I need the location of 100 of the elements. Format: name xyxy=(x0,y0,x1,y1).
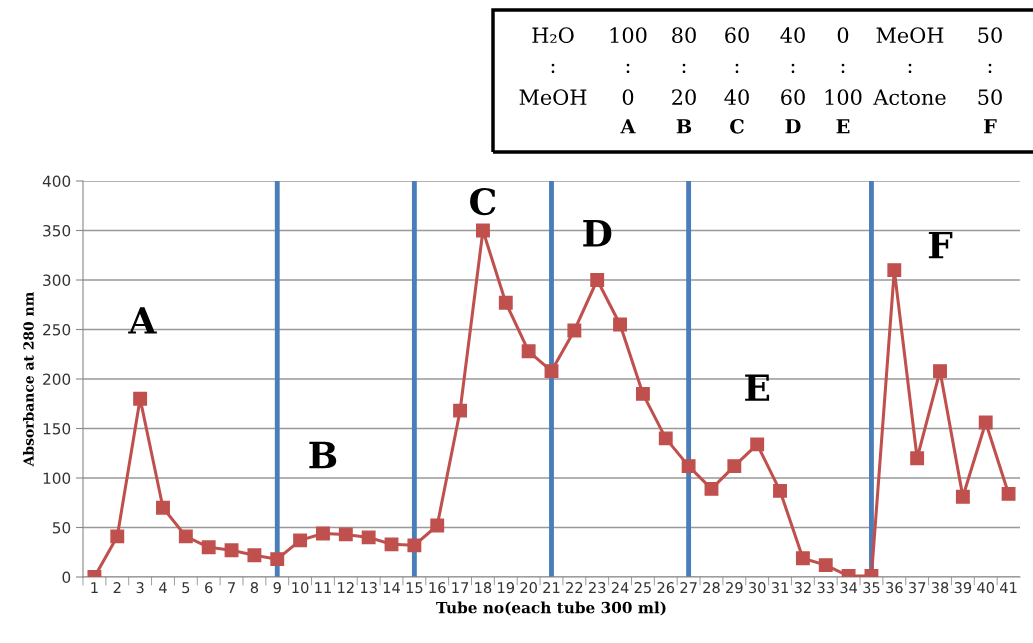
point xyxy=(110,529,125,544)
annotation: D xyxy=(583,220,612,247)
x-tick-label: 1 xyxy=(91,582,98,593)
point xyxy=(430,518,445,533)
x-tick-label: 15 xyxy=(406,582,423,594)
point xyxy=(750,437,765,452)
y-tick-label: 0 xyxy=(62,571,71,584)
x-tick-label: 2 xyxy=(113,582,121,593)
text: MeOH 0 20 40 60 100 Actone 50 xyxy=(519,89,1002,106)
x-tick-label: 16 xyxy=(429,582,446,594)
point xyxy=(201,540,216,555)
point xyxy=(978,415,993,430)
x-axis-title: Tube no(each tube 300 ml) xyxy=(436,601,666,616)
point xyxy=(247,548,262,563)
point xyxy=(1001,486,1016,501)
point xyxy=(361,530,376,545)
point xyxy=(270,552,285,567)
point xyxy=(316,526,330,541)
x-tick-label: 8 xyxy=(250,582,259,594)
x-tick-label: 9 xyxy=(273,582,281,594)
y-tick-label: 250 xyxy=(43,323,71,336)
x-tick-label: 7 xyxy=(228,582,235,593)
y-tick-label: 400 xyxy=(42,175,71,188)
y-tick-label: 150 xyxy=(43,422,71,435)
annotation: A xyxy=(128,307,157,334)
y-tick-label: 200 xyxy=(43,373,71,386)
point xyxy=(224,543,239,558)
point xyxy=(887,263,902,278)
point xyxy=(498,295,513,310)
x-tick-label: 18 xyxy=(475,582,492,594)
x-tick-label: 30 xyxy=(749,582,766,594)
y-tick-label: 50 xyxy=(52,521,71,534)
x-tick-label: 31 xyxy=(771,582,788,594)
point xyxy=(567,323,582,338)
x-tick-label: 28 xyxy=(703,582,720,594)
point xyxy=(773,483,787,498)
annotation: F xyxy=(928,231,953,259)
point xyxy=(910,451,925,466)
y-tick-label: 100 xyxy=(43,472,71,485)
x-tick-label: 6 xyxy=(205,582,213,594)
x-tick-label: 14 xyxy=(383,582,400,593)
x-tick-label: 39 xyxy=(954,582,972,594)
x-tick-label: 38 xyxy=(931,582,949,594)
point xyxy=(544,364,559,379)
point xyxy=(384,537,399,552)
point xyxy=(955,489,970,504)
point xyxy=(475,223,490,238)
y-tick-label: 350 xyxy=(43,224,71,237)
x-tick-label: 27 xyxy=(680,582,697,593)
point xyxy=(338,527,353,542)
point xyxy=(727,459,742,474)
point xyxy=(178,529,193,544)
y-tick-label: 300 xyxy=(43,274,71,287)
x-tick-label: 11 xyxy=(315,582,331,593)
point xyxy=(933,364,947,379)
annotation: C xyxy=(470,187,496,216)
x-tick-label: 34 xyxy=(840,582,858,594)
x-tick-label: 17 xyxy=(452,582,469,593)
point xyxy=(407,538,422,553)
x-tick-label: 5 xyxy=(182,582,190,594)
point xyxy=(156,500,170,515)
annotation: E xyxy=(745,374,770,401)
x-tick-label: 32 xyxy=(794,582,811,594)
x-tick-label: 25 xyxy=(634,582,651,594)
x-tick-label: 4 xyxy=(159,582,167,593)
x-tick-label: 33 xyxy=(817,582,834,594)
x-tick-label: 12 xyxy=(338,582,354,593)
x-tick-label: 35 xyxy=(863,582,880,594)
point xyxy=(613,317,628,332)
x-tick-label: 22 xyxy=(566,582,583,593)
x-tick-label: 13 xyxy=(360,582,377,594)
point xyxy=(521,344,536,359)
y-axis-title: Absorbance at 280 nm xyxy=(23,291,34,467)
point xyxy=(795,551,810,566)
text: : : : : : : : : xyxy=(551,63,992,74)
point xyxy=(293,533,308,548)
x-tick-label: 41 xyxy=(1000,582,1017,593)
point xyxy=(658,431,673,446)
point xyxy=(681,459,696,474)
x-tick-label: 3 xyxy=(136,582,144,594)
x-tick-label: 37 xyxy=(908,582,926,594)
annotation: B xyxy=(309,441,337,469)
text: A B C D E F xyxy=(620,118,997,134)
point xyxy=(704,481,719,496)
x-tick-label: 26 xyxy=(657,582,675,594)
x-tick-label: 29 xyxy=(726,582,743,594)
x-tick-label: 19 xyxy=(498,582,515,594)
point xyxy=(453,403,468,418)
x-tick-label: 20 xyxy=(520,582,537,594)
x-tick-label: 24 xyxy=(611,582,629,593)
point xyxy=(635,386,650,401)
text: H₂O 100 80 60 40 0 MeOH 50 xyxy=(532,27,1002,44)
x-tick-label: 40 xyxy=(977,582,995,594)
x-tick-label: 10 xyxy=(292,582,309,594)
point xyxy=(133,391,148,406)
point xyxy=(818,558,833,573)
point xyxy=(590,273,605,287)
x-tick-label: 36 xyxy=(886,582,903,594)
x-tick-label: 23 xyxy=(589,582,606,594)
x-tick-label: 21 xyxy=(543,582,560,593)
